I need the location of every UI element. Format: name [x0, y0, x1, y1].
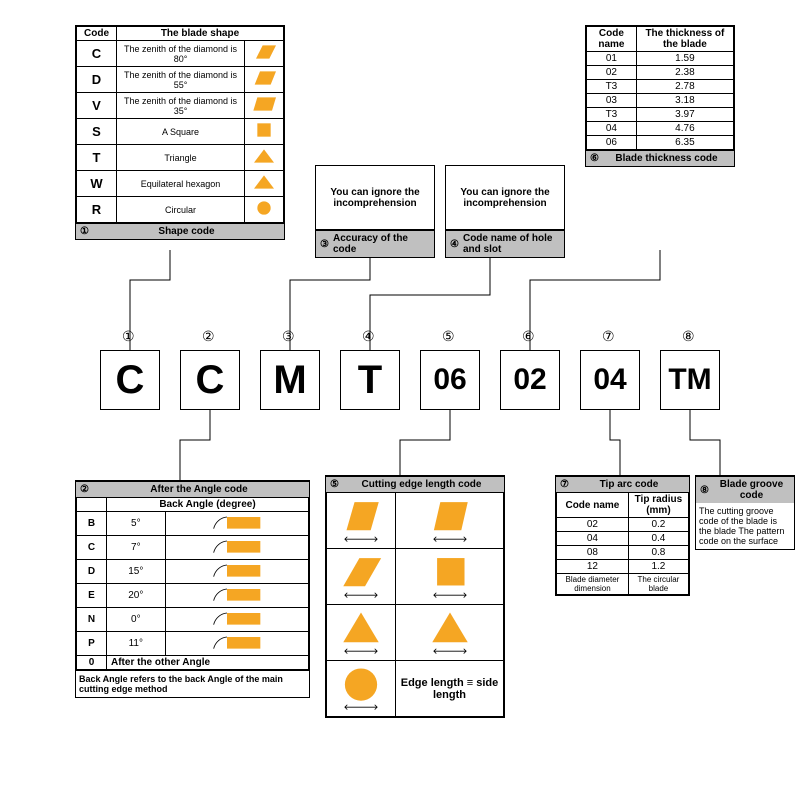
code-cell-7: 04	[580, 350, 640, 410]
panel-cutting-edge: ⑤Cutting edge length code Edge length ≡ …	[325, 475, 505, 718]
panel-accuracy-hdr: ③Accuracy of the code	[315, 230, 435, 258]
panel-shape-code: Code The blade shape CThe zenith of the …	[75, 25, 285, 240]
code-num-7: ⑦	[602, 328, 615, 345]
panel-hole-slot-text: You can ignore the incomprehension	[445, 165, 565, 230]
code-num-2: ②	[202, 328, 215, 345]
panel-thickness: Code nameThe thickness of the blade 011.…	[585, 25, 735, 167]
code-cell-5: 06	[420, 350, 480, 410]
code-num-3: ③	[282, 328, 295, 345]
code-num-6: ⑥	[522, 328, 535, 345]
panel-accuracy-text: You can ignore the incomprehension	[315, 165, 435, 230]
col-shape: The blade shape	[117, 27, 284, 41]
code-num-8: ⑧	[682, 328, 695, 345]
code-cell-4: T	[340, 350, 400, 410]
panel-hole-slot-hdr: ④Code name of hole and slot	[445, 230, 565, 258]
code-cell-8: TM	[660, 350, 720, 410]
code-num-1: ①	[122, 328, 135, 345]
code-cell-1: C	[100, 350, 160, 410]
panel-back-angle: ②After the Angle code Back Angle (degree…	[75, 480, 310, 698]
col-code: Code	[77, 27, 117, 41]
code-cell-6: 02	[500, 350, 560, 410]
code-num-5: ⑤	[442, 328, 455, 345]
code-num-4: ④	[362, 328, 375, 345]
panel-groove: ⑧Blade groove code The cutting groove co…	[695, 475, 795, 550]
code-cell-2: C	[180, 350, 240, 410]
code-cell-3: M	[260, 350, 320, 410]
panel-tip-arc: ⑦Tip arc code Code nameTip radius (mm) 0…	[555, 475, 690, 596]
